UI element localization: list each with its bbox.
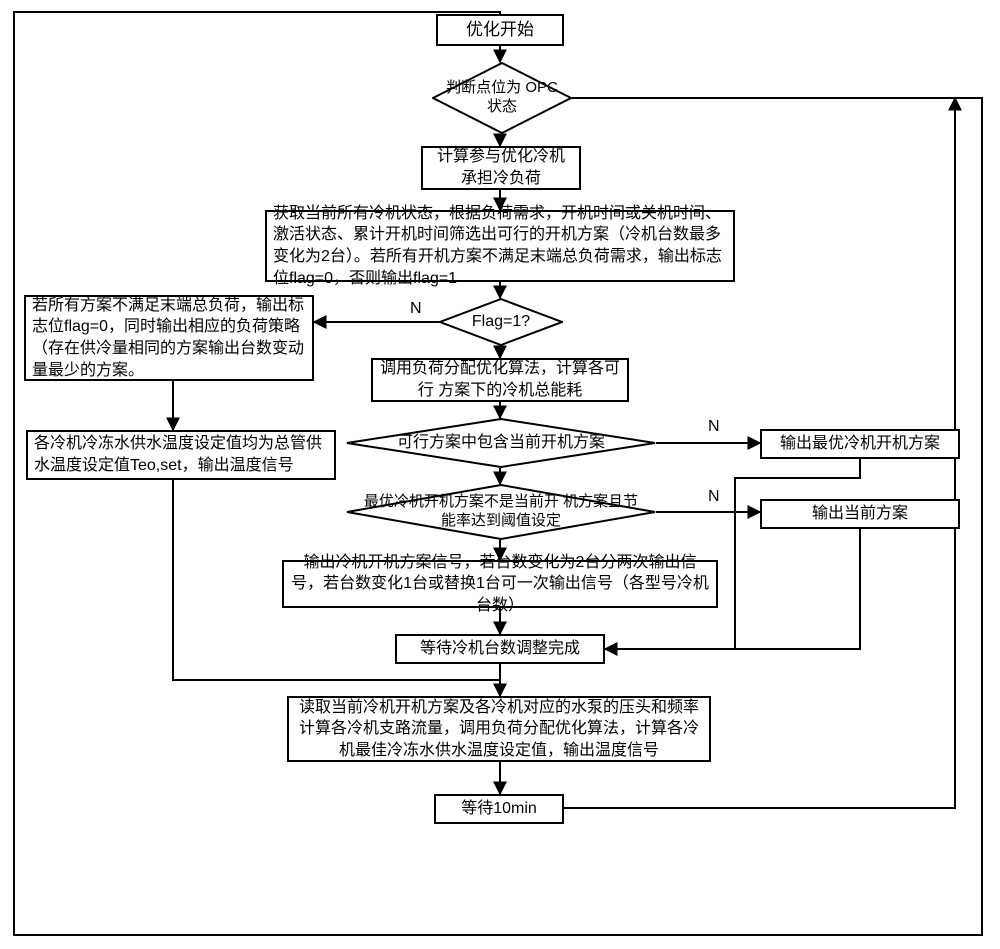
node-n_contain: 可行方案中包含当前开机方案 (346, 418, 656, 468)
node-n_flagN: 若所有方案不满足末端总负荷，输出标志位flag=0，同时输出相应的负荷策略（存在… (24, 295, 314, 381)
node-n_outcur: 输出当前方案 (760, 499, 960, 529)
node-n_getstatus: 获取当前所有冷机状态，根据负荷需求，开机时间或关机时间、激活状态、累计开机时间筛… (265, 210, 735, 282)
node-n_wait10: 等待10min (434, 794, 564, 824)
node-n_teoset: 各冷机冷冻水供水温度设定值均为总管供水温度设定值Teo,set，输出温度信号 (26, 430, 336, 480)
node-n_dispatch: 调用负荷分配优化算法，计算各可行 方案下的冷机总能耗 (371, 358, 629, 402)
node-n_outsig: 输出冷机开机方案信号，若台数变化为2台分两次输出信号，若台数变化1台或替换1台可… (282, 560, 718, 608)
edge-label: N (410, 300, 422, 318)
flowchart-canvas: 优化开始判断点位为 OPC状态计算参与优化冷机 承担冷负荷获取当前所有冷机状态，… (0, 0, 1000, 949)
node-n_readcalc: 读取当前冷机开机方案及各冷机对应的水泵的压头和频率计算各冷机支路流量，调用负荷分… (287, 696, 711, 762)
edge-label: N (708, 418, 720, 436)
node-n_flag: Flag=1? (439, 298, 563, 346)
edge-label: N (708, 488, 720, 506)
node-n_calcload: 计算参与优化冷机 承担冷负荷 (421, 146, 581, 190)
node-n_opc: 判断点位为 OPC状态 (432, 62, 572, 134)
node-n_start: 优化开始 (436, 14, 564, 46)
node-n_outopt: 输出最优冷机开机方案 (760, 429, 960, 459)
node-n_isopt: 最优冷机开机方案不是当前开 机方案且节能率达到阈值设定 (346, 484, 656, 540)
node-n_waitadj: 等待冷机台数调整完成 (395, 634, 605, 664)
